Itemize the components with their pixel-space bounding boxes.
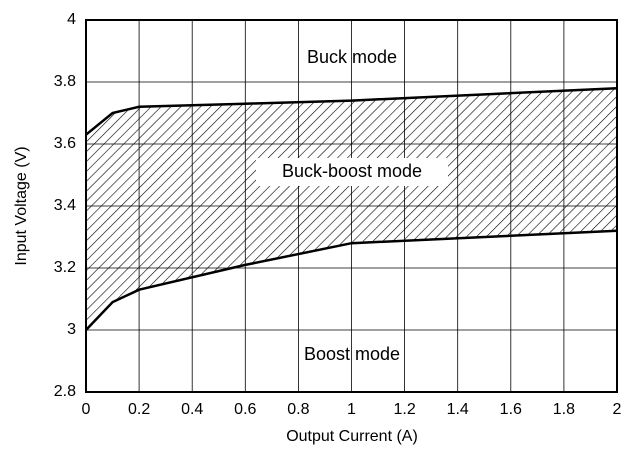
y-tick-label: 3.8: [54, 73, 76, 90]
upper-boundary: [85, 86, 618, 136]
y-tick-label: 3.4: [54, 197, 76, 214]
y-tick-label: 3: [67, 321, 76, 338]
x-tick-label: 1.2: [393, 401, 415, 418]
y-tick-label: 3.2: [54, 259, 76, 276]
y-tick-label: 3.6: [54, 135, 76, 152]
x-tick-label: 1.4: [447, 401, 469, 418]
x-tick-label: 0.2: [128, 401, 150, 418]
y-tick-label: 4: [67, 11, 76, 28]
x-tick-label: 1.8: [553, 401, 575, 418]
lower-boundary: [85, 229, 618, 331]
x-tick-label: 0.4: [181, 401, 203, 418]
x-tick-label: 1: [347, 401, 356, 418]
x-tick-label: 0: [82, 401, 91, 418]
x-axis-label: Output Current (A): [286, 428, 418, 445]
x-tick-label: 0.8: [287, 401, 309, 418]
label-background: [256, 158, 448, 186]
y-tick-label: 2.8: [54, 383, 76, 400]
region-label: Boost mode: [304, 344, 400, 364]
plot-frame: [85, 19, 618, 393]
region-label: Buck-boost mode: [282, 161, 422, 181]
x-tick-label: 2: [613, 401, 622, 418]
x-tick-label: 1.6: [500, 401, 522, 418]
y-axis-label: Input Voltage (V): [13, 146, 30, 265]
x-tick-label: 0.6: [234, 401, 256, 418]
region-label: Buck mode: [307, 47, 397, 67]
